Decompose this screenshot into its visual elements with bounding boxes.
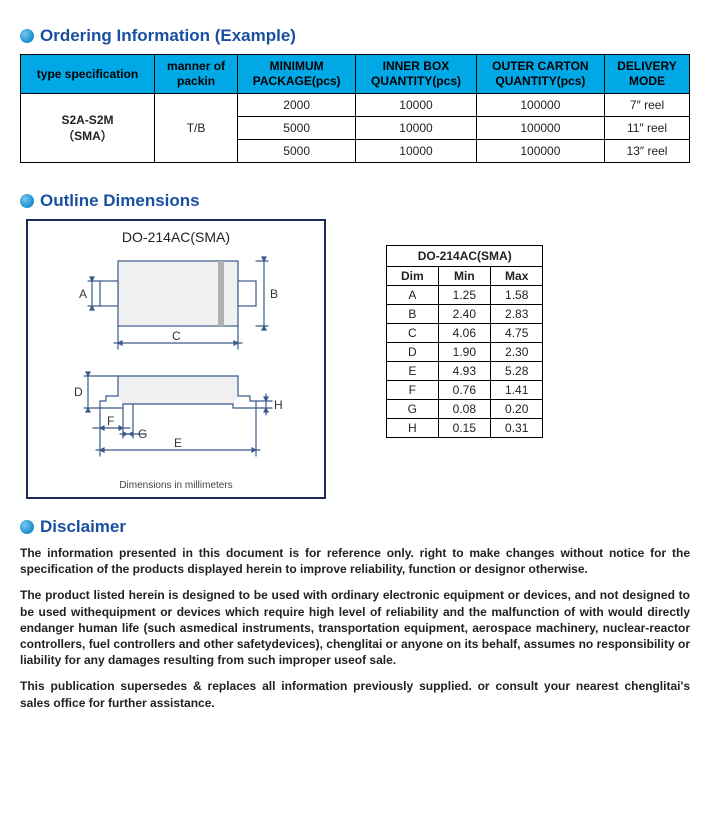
svg-text:D: D <box>74 385 83 399</box>
cell-mode: 13″ reel <box>604 140 689 163</box>
col-outer: OUTER CARTONQUANTITY(pcs) <box>476 55 604 94</box>
diagram-note: Dimensions in millimeters <box>38 480 314 491</box>
table-row: D1.902.30 <box>387 343 543 362</box>
disclaimer-header: Disclaimer <box>20 517 690 537</box>
cell-outer: 100000 <box>476 94 604 117</box>
table-row: C4.064.75 <box>387 324 543 343</box>
package-diagram: A B C <box>38 251 314 471</box>
col-manner: manner ofpackin <box>154 55 237 94</box>
cell-min: 2000 <box>238 94 356 117</box>
svg-text:F: F <box>107 414 114 428</box>
diagram-box: DO-214AC(SMA) A <box>26 219 326 499</box>
svg-text:A: A <box>79 287 87 301</box>
dim-col-min: Min <box>438 267 490 286</box>
cell-outer: 100000 <box>476 117 604 140</box>
table-row: S2A-S2M（SMA） T/B 2000 10000 100000 7″ re… <box>21 94 690 117</box>
diagram-title: DO-214AC(SMA) <box>38 229 314 245</box>
outline-header: Outline Dimensions <box>20 191 690 211</box>
disclaimer-body: The information presented in this docume… <box>20 545 690 711</box>
table-row: E4.935.28 <box>387 362 543 381</box>
outline-title: Outline Dimensions <box>40 191 200 211</box>
col-type: type specification <box>21 55 155 94</box>
cell-inner: 10000 <box>356 117 477 140</box>
disclaimer-p1: The information presented in this docume… <box>20 545 690 577</box>
disclaimer-title: Disclaimer <box>40 517 126 537</box>
bullet-icon <box>20 520 34 534</box>
svg-text:E: E <box>174 436 182 450</box>
bullet-icon <box>20 194 34 208</box>
disclaimer-p2: The product listed herein is designed to… <box>20 587 690 668</box>
table-row: F0.761.41 <box>387 381 543 400</box>
outline-content: DO-214AC(SMA) A <box>26 219 690 499</box>
cell-outer: 100000 <box>476 140 604 163</box>
col-min: MINIMUMPACKAGE(pcs) <box>238 55 356 94</box>
col-inner: INNER BOXQUANTITY(pcs) <box>356 55 477 94</box>
table-row: A1.251.58 <box>387 286 543 305</box>
table-row: B2.402.83 <box>387 305 543 324</box>
cell-type: S2A-S2M（SMA） <box>21 94 155 163</box>
svg-text:H: H <box>274 398 283 412</box>
svg-text:B: B <box>270 287 278 301</box>
cell-mode: 11″ reel <box>604 117 689 140</box>
ordering-table: type specification manner ofpackin MINIM… <box>20 54 690 163</box>
cell-mode: 7″ reel <box>604 94 689 117</box>
bullet-icon <box>20 29 34 43</box>
cell-inner: 10000 <box>356 140 477 163</box>
ordering-title: Ordering Information (Example) <box>40 26 296 46</box>
cell-min: 5000 <box>238 140 356 163</box>
table-row: G0.080.20 <box>387 400 543 419</box>
col-mode: DELIVERYMODE <box>604 55 689 94</box>
dim-col-max: Max <box>491 267 543 286</box>
svg-text:G: G <box>138 427 147 441</box>
dim-title: DO-214AC(SMA) <box>387 246 543 267</box>
cell-inner: 10000 <box>356 94 477 117</box>
svg-text:C: C <box>172 329 181 343</box>
cell-min: 5000 <box>238 117 356 140</box>
disclaimer-p3: This publication supersedes & replaces a… <box>20 678 690 710</box>
dim-col-dim: Dim <box>387 267 439 286</box>
cell-manner: T/B <box>154 94 237 163</box>
ordering-header: Ordering Information (Example) <box>20 26 690 46</box>
dimension-table: DO-214AC(SMA) Dim Min Max A1.251.58 B2.4… <box>386 245 543 438</box>
table-row: H0.150.31 <box>387 419 543 438</box>
